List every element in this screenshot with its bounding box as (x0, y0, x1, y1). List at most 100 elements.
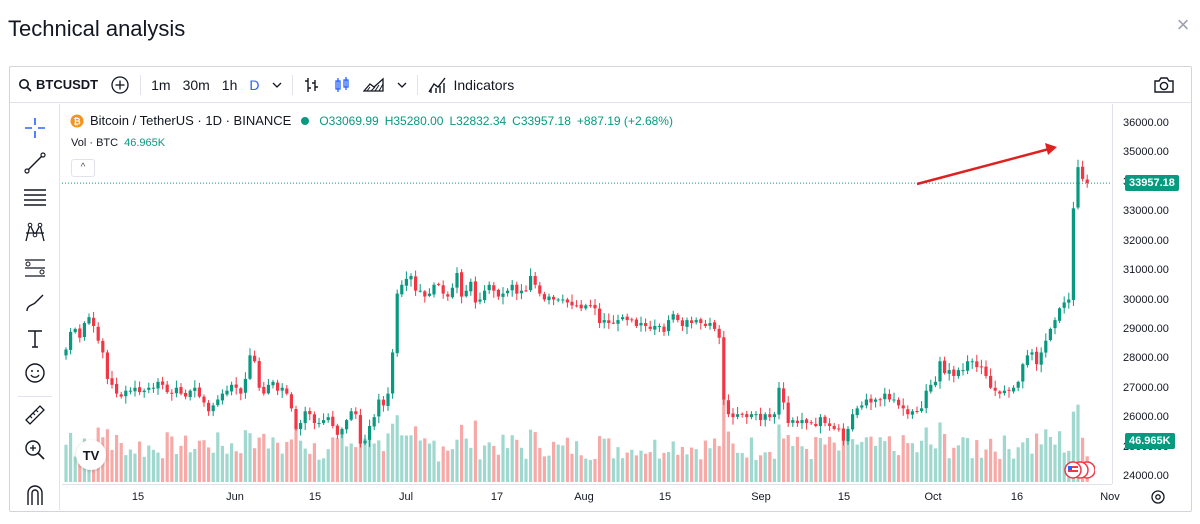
volume-bar (193, 449, 197, 482)
volume-bar (791, 446, 795, 482)
interval-1m[interactable]: 1m (151, 76, 171, 93)
trend-line-icon (24, 152, 46, 174)
candle-body (386, 393, 390, 406)
volume-bar (414, 426, 418, 482)
emoji-tool[interactable] (22, 360, 48, 386)
text-icon (28, 330, 42, 348)
volume-legend: Vol · BTC 46.965K (71, 137, 165, 149)
time-tick-label: 15 (131, 491, 145, 503)
volume-bar (837, 450, 841, 482)
candle-body (510, 284, 514, 291)
candle-body (556, 299, 560, 301)
candle-body (156, 381, 160, 389)
close-button[interactable]: × (1176, 12, 1190, 37)
magnet-tool[interactable] (22, 482, 48, 508)
candle-body (262, 386, 266, 394)
candle-body (197, 387, 201, 397)
volume-bar (271, 437, 275, 482)
text-tool[interactable] (22, 325, 48, 351)
candle-body (409, 275, 413, 280)
candle-body (703, 323, 707, 326)
interval-dropdown[interactable] (266, 71, 288, 99)
volume-bar (1071, 411, 1075, 482)
volume-bar (966, 438, 970, 482)
price-axis[interactable]: 36000.0035000.0034000.0033000.0032000.00… (1112, 104, 1190, 484)
measure-tool[interactable] (22, 402, 48, 428)
fib-retracement-tool[interactable] (22, 185, 48, 211)
events-icon[interactable] (1063, 460, 1095, 480)
candle-body (303, 411, 307, 424)
volume-bar (207, 447, 211, 482)
time-axis[interactable]: 15 Jun 15 Jul 17 Aug 15 Sep 15 Oct 16 Nov (62, 484, 1120, 510)
volume-bar (602, 438, 606, 482)
volume-bar (239, 453, 243, 482)
interval-d[interactable]: D (249, 76, 260, 93)
toolbar-divider (416, 74, 418, 95)
pattern-tool[interactable] (22, 220, 48, 246)
interval-30m[interactable]: 30m (182, 76, 210, 93)
chart-legend: ₿ Bitcoin / TetherUS · 1D · BINANCE O330… (70, 113, 673, 128)
indicators-button[interactable]: Indicators (422, 71, 521, 99)
volume-bar (133, 453, 137, 482)
price-tick-label: 33000.00 (1123, 205, 1169, 218)
area-style-button[interactable] (357, 71, 391, 99)
volume-bar (345, 446, 349, 482)
symbol-search[interactable]: BTCUSDT (10, 71, 104, 99)
volume-bar (165, 432, 169, 482)
forecast-tool[interactable] (22, 255, 48, 281)
crosshair-tool[interactable] (22, 115, 48, 141)
candle-body (354, 411, 358, 415)
candle-body (368, 425, 372, 440)
tradingview-logo[interactable]: TV (76, 440, 106, 470)
volume-bar (211, 452, 215, 482)
volume-bar (248, 433, 252, 482)
volume-bar (197, 440, 201, 482)
bar-style-button[interactable] (297, 71, 327, 99)
annotation-arrowhead (1045, 143, 1057, 155)
candle-body (602, 320, 606, 323)
candle-body (653, 325, 657, 330)
volume-bar (598, 436, 602, 482)
price-chart[interactable] (62, 104, 1112, 484)
interval-1h[interactable]: 1h (221, 76, 238, 93)
candle-body (717, 328, 721, 338)
candle-body (621, 317, 625, 320)
candle-body (276, 382, 280, 391)
volume-bar (713, 438, 717, 482)
candle-body (901, 405, 905, 409)
volume-bar (869, 436, 873, 482)
trend-line-tool[interactable] (22, 150, 48, 176)
candle-body (786, 402, 790, 424)
volume-bar (151, 449, 155, 482)
chart-style-dropdown[interactable] (391, 71, 413, 99)
candle-body (78, 328, 82, 338)
volume-bar (657, 458, 661, 482)
snapshot-button[interactable] (1147, 71, 1181, 99)
volume-bar (878, 437, 882, 482)
time-tick-label: 15 (658, 491, 672, 503)
compare-symbol-button[interactable] (104, 71, 136, 99)
candle-body (570, 301, 574, 306)
volume-bar (552, 441, 556, 482)
projection-icon (25, 259, 45, 277)
volume-bar (740, 453, 744, 482)
candle-body (533, 276, 537, 285)
ohlc-change: +887.19 (+2.68%) (576, 113, 673, 128)
brush-tool[interactable] (22, 290, 48, 316)
candle-body (326, 417, 330, 421)
candle-body (239, 388, 243, 394)
candle-body (331, 416, 335, 426)
collapse-legend-button[interactable]: ^ (71, 159, 95, 177)
settings-icon[interactable] (1150, 489, 1166, 505)
candle-body (961, 370, 965, 372)
volume-bar (1025, 438, 1029, 482)
volume-bar (188, 452, 192, 482)
zoom-tool[interactable] (22, 437, 48, 463)
volume-bar (524, 458, 528, 482)
volume-bar (349, 443, 353, 482)
candle-style-button[interactable] (327, 71, 357, 99)
candle-body (446, 294, 450, 297)
candle-body (644, 323, 648, 326)
volume-bar (469, 447, 473, 482)
volume-bar (340, 433, 344, 482)
